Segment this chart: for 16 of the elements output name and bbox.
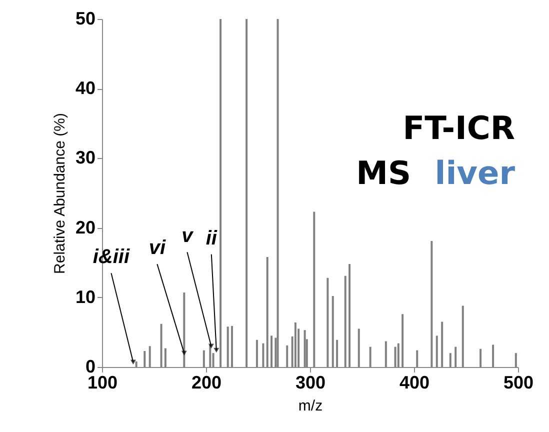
annotation: ii xyxy=(206,227,218,250)
x-tick-label: 200 xyxy=(191,372,222,392)
y-tick-label: 40 xyxy=(75,78,96,98)
annotation: i&iii xyxy=(92,246,130,268)
annotation: vi xyxy=(148,237,166,260)
y-axis-title: Relative Abundance (%) xyxy=(51,113,68,274)
y-tick-label: 10 xyxy=(75,286,96,307)
x-tick-label: 400 xyxy=(399,372,430,392)
text: FT-ICR MS liver xyxy=(356,109,516,192)
y-tick-label: 50 xyxy=(75,8,96,28)
y-tick-label: 30 xyxy=(75,148,96,168)
y-tick-label: 20 xyxy=(75,217,96,238)
annotation: v xyxy=(182,225,195,248)
x-tick-label: 300 xyxy=(295,372,326,392)
x-tick-label: 500 xyxy=(503,372,534,392)
x-axis-title: m/z xyxy=(298,398,323,414)
